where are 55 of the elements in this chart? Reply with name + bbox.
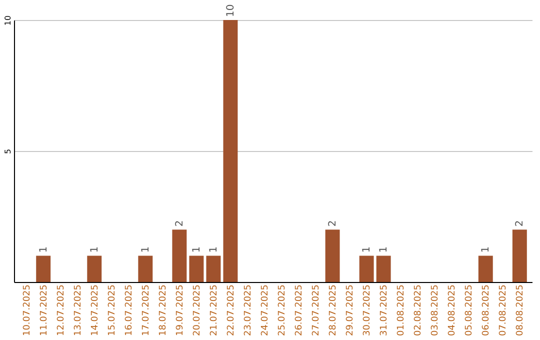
data-label: 1 — [140, 246, 152, 253]
x-tick-label: 01.08.2025 — [396, 284, 407, 336]
x-tick-label: 16.07.2025 — [124, 284, 134, 336]
x-tick-label: 07.08.2025 — [498, 284, 509, 336]
x-tick-label: 23.07.2025 — [243, 284, 254, 336]
x-tick-label: 28.07.2025 — [328, 284, 339, 336]
bar — [206, 256, 221, 282]
x-tick-label: 08.08.2025 — [516, 284, 526, 336]
data-label: 1 — [191, 246, 202, 253]
bar — [478, 256, 493, 282]
data-label: 1 — [89, 246, 100, 253]
bar — [87, 256, 102, 282]
data-label: 10 — [225, 4, 236, 17]
x-tick-label: 13.07.2025 — [73, 284, 84, 336]
data-label: 2 — [514, 220, 526, 227]
x-tick-label: 17.07.2025 — [141, 284, 152, 336]
x-tick-label: 19.07.2025 — [175, 284, 186, 336]
data-label: 2 — [174, 220, 186, 227]
bar — [359, 256, 374, 282]
x-tick-label: 14.07.2025 — [90, 284, 100, 336]
x-tick-label: 27.07.2025 — [312, 284, 322, 336]
x-tick-label: 31.07.2025 — [380, 284, 390, 336]
x-tick-label: 04.08.2025 — [448, 284, 458, 336]
data-label: 1 — [362, 246, 373, 253]
x-tick-label: 10.07.2025 — [22, 284, 32, 336]
x-tick-label: 21.07.2025 — [209, 284, 220, 336]
data-label: 2 — [328, 220, 339, 227]
x-tick-label: 11.07.2025 — [39, 284, 50, 336]
x-tick-label: 12.07.2025 — [56, 284, 66, 336]
bar — [138, 256, 153, 282]
bar — [223, 20, 238, 282]
data-label: 1 — [208, 246, 220, 253]
x-tick-label: 24.07.2025 — [260, 284, 270, 336]
x-tick-label: 26.07.2025 — [294, 284, 305, 336]
x-tick-label: 15.07.2025 — [107, 284, 118, 336]
bar — [189, 256, 204, 282]
x-tick-label: 18.07.2025 — [158, 284, 168, 336]
x-tick-label: 02.08.2025 — [414, 284, 424, 336]
data-label: 1 — [378, 246, 390, 253]
data-label: 1 — [480, 246, 492, 253]
x-tick-label: 22.07.2025 — [226, 284, 236, 336]
x-tick-label: 06.08.2025 — [482, 284, 492, 336]
bar — [172, 230, 187, 282]
bar — [512, 230, 527, 282]
y-tick-label: 5 — [4, 148, 12, 154]
data-label: 1 — [38, 246, 50, 253]
bar — [376, 256, 391, 282]
x-tick-label: 30.07.2025 — [362, 284, 373, 336]
x-tick-label: 03.08.2025 — [430, 284, 441, 336]
x-tick-label: 20.07.2025 — [192, 284, 202, 336]
x-tick-label: 25.07.2025 — [278, 284, 288, 336]
bar — [36, 256, 51, 282]
x-tick-label: 29.07.2025 — [346, 284, 356, 336]
x-tick-label: 05.08.2025 — [464, 284, 475, 336]
bar — [325, 230, 340, 282]
